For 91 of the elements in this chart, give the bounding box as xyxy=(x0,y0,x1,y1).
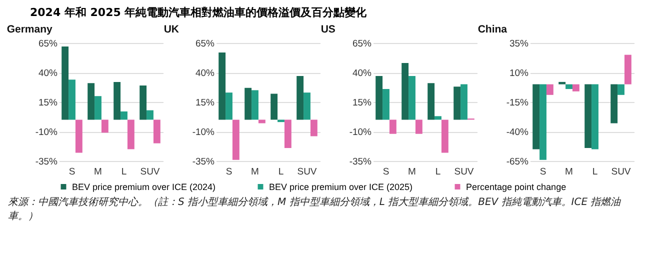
bar xyxy=(540,84,546,160)
bar xyxy=(88,83,95,120)
text: 2024 年和 2025 年純電動汽車相對燃油車的價格溢價及百分點變化 xyxy=(29,5,368,21)
y-tick-label: 40% xyxy=(195,68,216,79)
bar xyxy=(382,89,390,120)
x-tick-label: SUV xyxy=(611,166,632,178)
bar xyxy=(114,82,121,120)
y-tick-label: 65% xyxy=(38,38,58,50)
bar xyxy=(546,84,554,95)
bar xyxy=(270,94,278,120)
bar xyxy=(226,92,232,120)
bar xyxy=(140,85,147,120)
x-tick-label: L xyxy=(278,166,284,178)
bar xyxy=(284,120,292,148)
x-tick-label: S xyxy=(68,166,76,178)
bar xyxy=(584,84,592,148)
bar xyxy=(460,84,468,120)
bar xyxy=(127,120,134,150)
x-tick-label: L xyxy=(121,166,127,178)
legend-label: BEV price premium over ICE (2024) xyxy=(72,182,216,192)
y-tick-label: 15% xyxy=(352,98,372,108)
y-tick-label: 40% xyxy=(352,68,372,79)
y-tick-label: -10% xyxy=(35,127,58,138)
x-tick-label: S xyxy=(382,166,390,178)
bar xyxy=(618,84,624,95)
chart-title: Germany xyxy=(6,24,53,36)
text: 來源：中國汽車技術研究中心。（註：S 指小型車細分領域，M 指中型車細分領域，L 指大型車細分領域。BEV 指純電動汽車。ICE 指燃油車。） xyxy=(8,196,622,224)
y-tick-label: -10% xyxy=(192,127,216,138)
x-tick-label: SUV xyxy=(140,166,160,178)
bar xyxy=(146,110,154,120)
x-tick-label: S xyxy=(540,166,546,178)
y-tick-label: -40% xyxy=(506,127,530,138)
legend-label: BEV price premium over ICE (2025) xyxy=(269,182,413,192)
y-tick-label: 40% xyxy=(38,68,58,79)
bar xyxy=(532,84,540,150)
bar xyxy=(304,92,310,120)
bar xyxy=(624,54,632,84)
bar xyxy=(62,46,69,120)
y-tick-label: -35% xyxy=(349,156,372,168)
bar xyxy=(610,84,618,124)
bar xyxy=(441,120,448,153)
y-tick-label: 15% xyxy=(38,98,58,108)
x-tick-label: L xyxy=(592,166,598,178)
bar xyxy=(94,96,102,120)
bar xyxy=(558,82,566,84)
chart-title: China xyxy=(478,24,508,36)
bar xyxy=(75,120,82,153)
bar xyxy=(434,116,442,120)
x-tick-label: SUV xyxy=(297,166,318,178)
x-tick-label: SUV xyxy=(454,166,474,178)
bar xyxy=(296,76,304,120)
bar xyxy=(258,120,266,124)
x-tick-label: M xyxy=(94,166,102,178)
bar xyxy=(278,120,284,122)
y-tick-label: -35% xyxy=(35,156,58,168)
legend-label: Percentage point change xyxy=(466,182,566,192)
x-tick-label: M xyxy=(408,166,416,178)
chart-title: US xyxy=(320,24,336,36)
y-tick-label: 35% xyxy=(509,38,530,50)
bar xyxy=(244,88,252,120)
bar xyxy=(232,120,240,160)
bar xyxy=(120,111,128,120)
chart-title: UK xyxy=(164,24,180,36)
bar xyxy=(389,120,396,134)
bar xyxy=(252,90,258,120)
y-tick-label: 15% xyxy=(195,98,216,108)
y-tick-label: 65% xyxy=(195,38,216,50)
y-tick-label: -35% xyxy=(192,156,216,168)
bar xyxy=(376,76,383,120)
y-tick-label: -65% xyxy=(506,156,530,168)
bar xyxy=(572,84,580,92)
y-tick-label: 10% xyxy=(509,68,530,79)
x-tick-label: S xyxy=(226,166,232,178)
x-tick-label: M xyxy=(251,166,260,178)
bar xyxy=(310,120,318,136)
x-tick-label: L xyxy=(435,166,441,178)
bar xyxy=(153,120,160,144)
bar xyxy=(218,52,226,120)
bar xyxy=(68,80,76,120)
y-tick-label: -15% xyxy=(506,98,530,108)
bar xyxy=(592,84,598,150)
x-tick-label: M xyxy=(565,166,574,178)
bar xyxy=(415,120,422,134)
y-tick-label: 65% xyxy=(352,38,372,50)
bar xyxy=(428,83,435,120)
bar xyxy=(408,76,416,120)
bar xyxy=(566,84,572,90)
bar xyxy=(454,86,461,120)
bar xyxy=(402,63,409,120)
bar xyxy=(101,120,108,133)
y-tick-label: -10% xyxy=(349,127,372,138)
